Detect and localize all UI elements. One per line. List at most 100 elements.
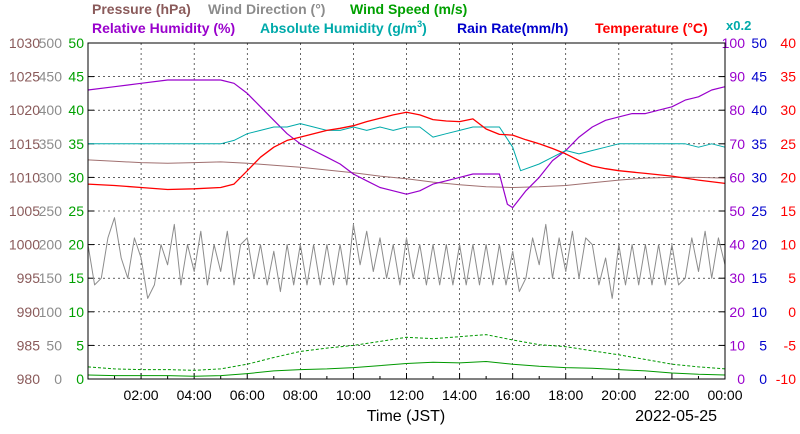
grid-lines <box>88 43 725 379</box>
right-tick-label: 10 <box>729 337 745 353</box>
right-tick-label: 45 <box>751 69 767 85</box>
legend-wind-speed: Wind Speed (m/s) <box>350 1 467 17</box>
left-tick-label: 400 <box>39 102 63 118</box>
right-tick-label: 5 <box>788 270 796 286</box>
right-tick-label: 80 <box>729 102 745 118</box>
right-tick-label: 20 <box>780 169 796 185</box>
left-tick-label: 985 <box>17 337 41 353</box>
x-axis-ticks: 02:00 04:00 06:00 08:00 10:00 12:00 14:00 16:00… <box>114 373 743 403</box>
right-tick-label: 90 <box>729 69 745 85</box>
x-tick-label: 08:00 <box>283 387 318 403</box>
left-tick-label: 25 <box>68 203 84 219</box>
series-lines <box>87 79 726 380</box>
right-tick-label: 35 <box>751 136 767 152</box>
legend-relative-humidity: Relative Humidity (%) <box>92 20 235 36</box>
legend-temperature: Temperature (°C) <box>595 20 708 36</box>
right-tick-label: 0 <box>737 371 745 387</box>
right-tick-label: 0 <box>788 304 796 320</box>
right-tick-label: 25 <box>780 136 796 152</box>
legend-absolute-humidity: Absolute Humidity (g/m3) <box>260 19 427 36</box>
right-tick-label: 25 <box>751 203 767 219</box>
right-tick-label: 30 <box>780 102 796 118</box>
right-axes-ticks: 1009080706050403020100504540353025201510… <box>719 35 796 387</box>
x-tick-label: 10:00 <box>336 387 371 403</box>
right-tick-label: 60 <box>729 169 745 185</box>
right-tick-label: 40 <box>751 102 767 118</box>
left-tick-label: 150 <box>39 270 63 286</box>
left-tick-label: 1030 <box>9 35 40 51</box>
left-tick-label: 200 <box>39 237 63 253</box>
left-tick-label: 980 <box>17 371 41 387</box>
x-tick-label: 04:00 <box>177 387 212 403</box>
left-tick-label: 1015 <box>9 136 40 152</box>
plot-frame <box>87 42 726 380</box>
legend-pressure: Pressure (hPa) <box>92 1 191 17</box>
left-tick-label: 100 <box>39 304 63 320</box>
right-tick-label: 15 <box>751 270 767 286</box>
right-tick-label: 20 <box>751 237 767 253</box>
series-absolute-humidity <box>88 123 726 172</box>
series-temperature <box>87 111 726 191</box>
left-tick-label: 0 <box>54 371 62 387</box>
left-tick-label: 0 <box>76 371 84 387</box>
left-tick-label: 5 <box>76 337 84 353</box>
x-tick-label: 22:00 <box>654 387 689 403</box>
left-tick-label: 450 <box>39 69 63 85</box>
left-tick-label: 1000 <box>9 237 40 253</box>
right-tick-label: -5 <box>784 337 797 353</box>
right-tick-label: 10 <box>780 237 796 253</box>
left-tick-label: 1025 <box>9 69 40 85</box>
date-label: 2022-05-25 <box>635 408 717 425</box>
right-tick-label: 50 <box>729 203 745 219</box>
right-tick-label: 50 <box>751 35 767 51</box>
x-axis-label: Time (JST) <box>367 408 446 425</box>
x-tick-label: 16:00 <box>495 387 530 403</box>
x-tick-label: 00:00 <box>707 387 742 403</box>
left-tick-label: 500 <box>39 35 63 51</box>
left-tick-label: 50 <box>68 35 84 51</box>
x-tick-label: 06:00 <box>230 387 265 403</box>
left-tick-label: 50 <box>46 337 62 353</box>
series-wind-speed <box>87 361 726 377</box>
series-relative-humidity <box>87 79 726 209</box>
left-tick-label: 1005 <box>9 203 40 219</box>
left-tick-label: 995 <box>17 270 41 286</box>
x-tick-label: 12:00 <box>389 387 424 403</box>
right-tick-label: 30 <box>729 270 745 286</box>
legend-rain-rate: Rain Rate(mm/h) <box>457 20 568 36</box>
left-tick-label: 40 <box>68 102 84 118</box>
x-tick-label: 02:00 <box>124 387 159 403</box>
right-tick-label: 40 <box>729 237 745 253</box>
series-pressure <box>87 159 726 188</box>
right-tick-label: 70 <box>729 136 745 152</box>
series-wind-speed-max <box>87 334 726 371</box>
left-tick-label: 990 <box>17 304 41 320</box>
right-tick-label: 5 <box>759 337 767 353</box>
left-tick-label: 350 <box>39 136 63 152</box>
right-tick-label: 15 <box>780 203 796 219</box>
left-tick-label: 45 <box>68 69 84 85</box>
left-axes-ticks: 1030102510201015101010051000995990985980… <box>9 35 94 387</box>
left-tick-label: 250 <box>39 203 63 219</box>
left-tick-label: 10 <box>68 304 84 320</box>
legend-wind-direction: Wind Direction (°) <box>208 1 325 17</box>
x-tick-label: 14:00 <box>442 387 477 403</box>
left-tick-label: 1010 <box>9 169 40 185</box>
right-tick-label: 20 <box>729 304 745 320</box>
left-tick-label: 15 <box>68 270 84 286</box>
left-tick-label: 35 <box>68 136 84 152</box>
series-wind-direction <box>87 217 726 299</box>
x-tick-label: 20:00 <box>601 387 636 403</box>
left-tick-label: 1020 <box>9 102 40 118</box>
abs-humidity-scale-note: x0.2 <box>726 18 751 33</box>
right-tick-label: -10 <box>776 371 796 387</box>
right-tick-label: 100 <box>722 35 746 51</box>
x-tick-label: 18:00 <box>548 387 583 403</box>
left-tick-label: 30 <box>68 169 84 185</box>
left-tick-label: 300 <box>39 169 63 185</box>
right-tick-label: 40 <box>780 35 796 51</box>
left-tick-label: 20 <box>68 237 84 253</box>
right-tick-label: 35 <box>780 69 796 85</box>
right-tick-label: 10 <box>751 304 767 320</box>
